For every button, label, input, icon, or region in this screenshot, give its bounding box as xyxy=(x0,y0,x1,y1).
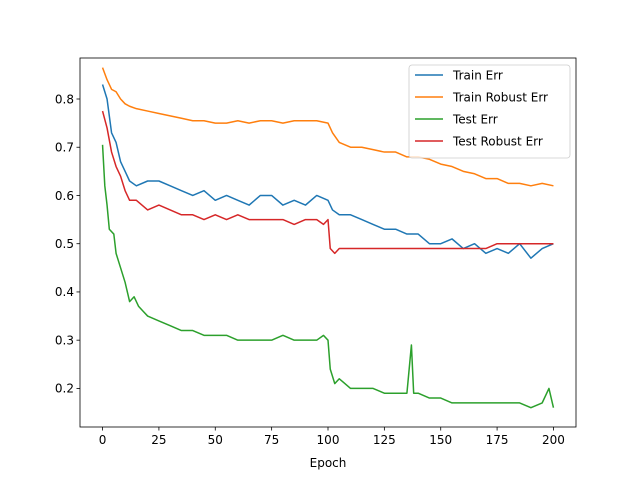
series-line-0 xyxy=(101,84,554,259)
x-tick-label: 0 xyxy=(99,433,107,447)
legend: Train Err Train Robust Err Test Err Test Ro… xyxy=(408,64,571,159)
x-tick-label: 25 xyxy=(151,433,166,447)
y-tick-label: 0.8 xyxy=(55,92,74,106)
y-tick-label: 0.5 xyxy=(55,237,74,251)
legend-label-1: Train Robust Err xyxy=(452,90,548,104)
x-tick-label: 200 xyxy=(542,433,565,447)
y-tick-label: 0.2 xyxy=(55,382,74,396)
axes-layer: 0 25 50 75 100 125 150 175 200 0.2 0.3 0.4 0.5 0.6 0.7… xyxy=(55,57,577,447)
x-tick-label: 125 xyxy=(373,433,396,447)
y-tick-label: 0.3 xyxy=(55,333,74,347)
legend-label-2: Test Err xyxy=(452,112,498,126)
legend-label-3: Test Robust Err xyxy=(452,134,543,148)
x-tick-label: 100 xyxy=(317,433,340,447)
series-layer xyxy=(101,67,555,409)
x-tick-label: 175 xyxy=(486,433,509,447)
series-line-1 xyxy=(101,67,554,187)
legend-box xyxy=(408,64,571,159)
y-tick-label: 0.7 xyxy=(55,141,74,155)
y-tick-label: 0.6 xyxy=(55,189,74,203)
x-axis-label: Epoch xyxy=(310,456,347,470)
series-line-2 xyxy=(101,144,555,409)
y-tick-label: 0.4 xyxy=(55,285,74,299)
series-line-3 xyxy=(101,110,554,255)
x-tick-label: 75 xyxy=(264,433,279,447)
x-tick-label: 50 xyxy=(208,433,223,447)
x-tick-label: 150 xyxy=(429,433,452,447)
legend-label-0: Train Err xyxy=(452,68,503,82)
